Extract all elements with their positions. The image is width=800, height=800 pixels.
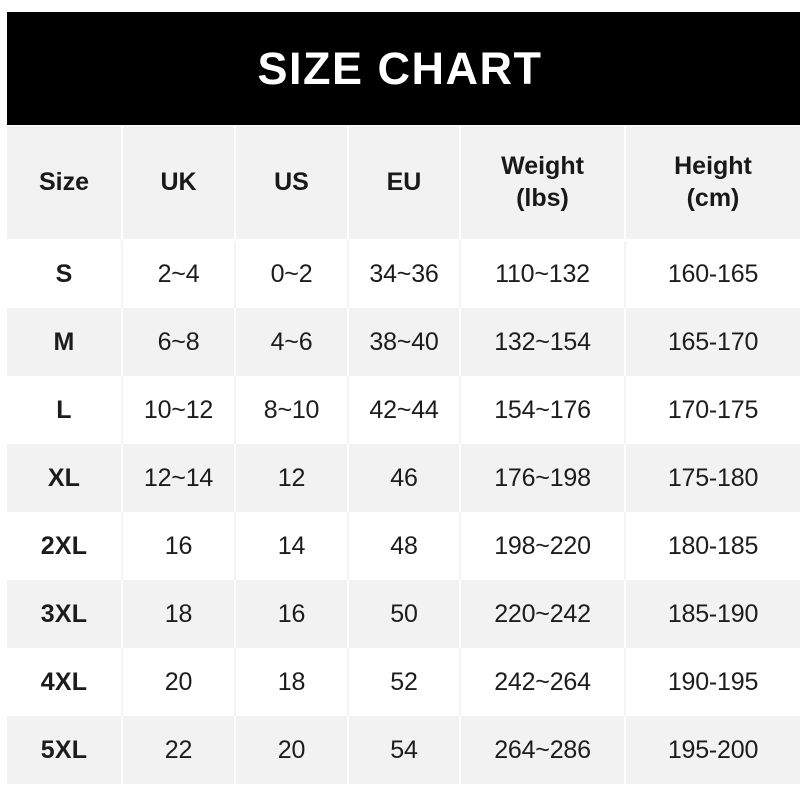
table-row: S 2~4 0~2 34~36 110~132 160-165 <box>7 240 800 308</box>
cell-us: 4~6 <box>235 308 349 376</box>
cell-height: 175-180 <box>667 463 759 492</box>
cell-weight: 110~132 <box>460 240 626 308</box>
cell-us: 14 <box>235 512 349 580</box>
cell-uk: 16 <box>122 512 236 580</box>
cell-us: 20 <box>235 716 349 784</box>
cell-us: 8~10 <box>235 376 349 444</box>
cell-weight: 242~264 <box>460 648 626 716</box>
column-header-uk: UK <box>122 126 236 241</box>
cell-eu: 52 <box>348 648 461 716</box>
column-header-weight-label: Weight <box>501 152 584 181</box>
cell-height: 170-175 <box>667 395 759 424</box>
cell-height: 165-170 <box>667 327 759 356</box>
cell-uk: 2~4 <box>122 240 236 308</box>
cell-uk: 18 <box>122 580 236 648</box>
column-header-size: Size <box>7 126 123 241</box>
cell-size: 3XL <box>7 580 123 648</box>
cell-size: M <box>7 308 123 376</box>
cell-eu: 50 <box>348 580 461 648</box>
column-header-uk-label: UK <box>160 167 197 196</box>
column-header-weight: Weight (lbs) <box>460 126 626 241</box>
table-row: 5XL 22 20 54 264~286 195-200 <box>7 716 800 784</box>
cell-uk: 20 <box>122 648 236 716</box>
size-chart-table: Size UK US EU Weight (lbs) Height (cm) <box>7 126 800 784</box>
cell-size: S <box>7 240 123 308</box>
table-header-row: Size UK US EU Weight (lbs) Height (cm) <box>7 126 800 241</box>
cell-size: 4XL <box>7 648 123 716</box>
column-header-eu-label: EU <box>386 167 422 196</box>
column-header-weight-unit: (lbs) <box>516 183 569 212</box>
cell-eu: 46 <box>348 444 461 512</box>
table-body: S 2~4 0~2 34~36 110~132 160-165 M 6~8 4~… <box>7 240 800 784</box>
table-row: 3XL 18 16 50 220~242 185-190 <box>7 580 800 648</box>
column-header-height-label: Height <box>674 152 752 181</box>
cell-uk: 6~8 <box>122 308 236 376</box>
cell-us: 0~2 <box>235 240 349 308</box>
table-row: M 6~8 4~6 38~40 132~154 165-170 <box>7 308 800 376</box>
column-header-height: Height (cm) <box>625 126 800 241</box>
cell-height: 195-200 <box>667 735 759 764</box>
cell-eu: 54 <box>348 716 461 784</box>
column-header-us: US <box>235 126 349 241</box>
cell-eu: 48 <box>348 512 461 580</box>
page-title: SIZE CHART <box>257 43 543 94</box>
cell-height: 190-195 <box>667 667 759 696</box>
cell-eu: 34~36 <box>348 240 461 308</box>
cell-weight: 220~242 <box>460 580 626 648</box>
column-header-us-label: US <box>274 167 309 196</box>
column-header-size-label: Size <box>38 167 90 196</box>
column-header-height-unit: (cm) <box>686 183 740 212</box>
table-row: L 10~12 8~10 42~44 154~176 170-175 <box>7 376 800 444</box>
cell-size: L <box>7 376 123 444</box>
title-banner: SIZE CHART <box>7 12 800 125</box>
cell-us: 18 <box>235 648 349 716</box>
cell-eu: 42~44 <box>348 376 461 444</box>
table-row: 4XL 20 18 52 242~264 190-195 <box>7 648 800 716</box>
cell-weight: 132~154 <box>460 308 626 376</box>
cell-size: 2XL <box>7 512 123 580</box>
cell-height: 185-190 <box>667 599 759 628</box>
table-row: 2XL 16 14 48 198~220 180-185 <box>7 512 800 580</box>
cell-uk: 10~12 <box>122 376 236 444</box>
cell-weight: 264~286 <box>460 716 626 784</box>
cell-size: 5XL <box>7 716 123 784</box>
table-row: XL 12~14 12 46 176~198 175-180 <box>7 444 800 512</box>
cell-weight: 176~198 <box>460 444 626 512</box>
cell-weight: 154~176 <box>460 376 626 444</box>
cell-weight: 198~220 <box>460 512 626 580</box>
cell-uk: 12~14 <box>122 444 236 512</box>
cell-height: 180-185 <box>667 531 759 560</box>
cell-size: XL <box>7 444 123 512</box>
cell-us: 16 <box>235 580 349 648</box>
cell-height: 160-165 <box>667 260 759 288</box>
cell-eu: 38~40 <box>348 308 461 376</box>
cell-uk: 22 <box>122 716 236 784</box>
table-header: Size UK US EU Weight (lbs) Height (cm) <box>7 126 800 241</box>
column-header-eu: EU <box>348 126 461 241</box>
cell-us: 12 <box>235 444 349 512</box>
